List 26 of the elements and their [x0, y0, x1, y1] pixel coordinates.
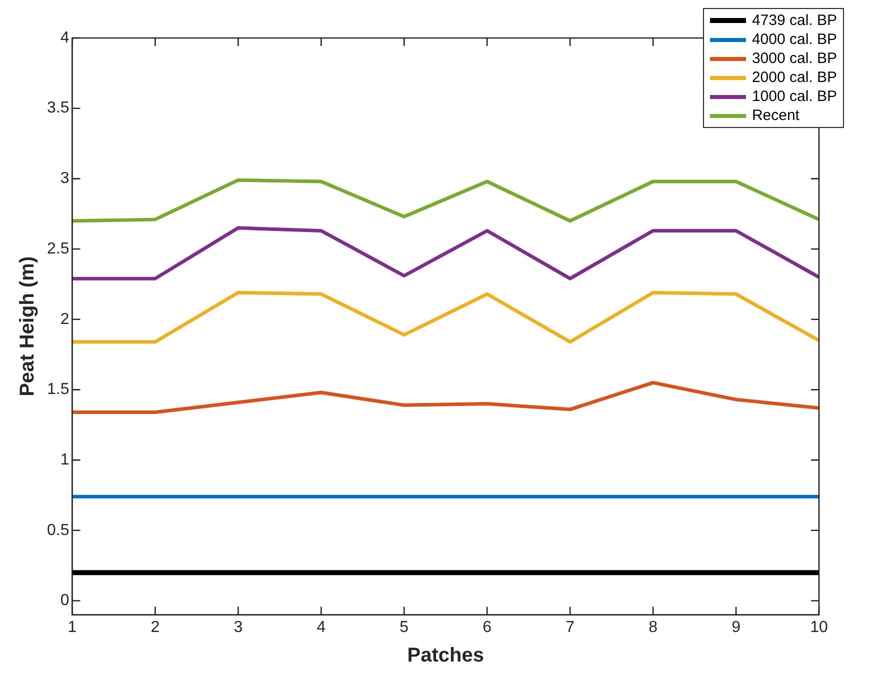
x-tick-label: 3 [234, 618, 243, 636]
y-tick-label: 0 [60, 592, 70, 610]
x-axis-title: Patches [407, 644, 484, 667]
legend-label: 2000 cal. BP [752, 68, 837, 87]
x-tick-label: 5 [400, 618, 409, 636]
legend-label: 1000 cal. BP [752, 87, 837, 106]
legend-label: 4739 cal. BP [752, 11, 837, 30]
y-tick-label: 1 [60, 451, 70, 468]
x-tick-label: 9 [732, 618, 741, 636]
y-axis-title: Peat Heigh (m) [16, 256, 39, 396]
y-tick-label: 1.5 [46, 381, 70, 398]
x-tick-label: 2 [150, 618, 160, 636]
x-tick-label: 6 [482, 618, 492, 636]
y-tick-label: 3.5 [46, 100, 70, 117]
legend-label: 4000 cal. BP [752, 30, 837, 49]
x-tick-label: 8 [648, 618, 658, 636]
x-tick-label: 7 [566, 618, 575, 636]
legend-label: Recent [752, 106, 800, 125]
x-tick-label: 10 [810, 618, 828, 636]
legend-label: 3000 cal. BP [752, 49, 837, 68]
y-tick-label: 3 [60, 170, 70, 188]
y-tick-label: 2 [60, 310, 70, 328]
y-tick-label: 0.5 [46, 522, 70, 539]
y-tick-label: 4 [60, 29, 70, 46]
y-tick-label: 2.5 [46, 240, 70, 258]
x-tick-label: 4 [316, 618, 326, 636]
